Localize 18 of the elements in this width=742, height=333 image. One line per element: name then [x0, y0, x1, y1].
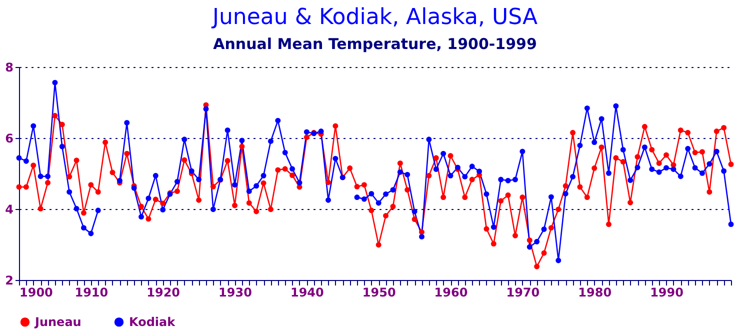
chart-subtitle: Annual Mean Temperature, 1900-1999 — [213, 35, 537, 53]
y-tick-label: 2 — [5, 274, 14, 288]
x-tick-label: 1950 — [362, 286, 396, 300]
y-tick-label: 4 — [5, 202, 14, 216]
x-tick-label: 1940 — [290, 286, 324, 300]
chart-title: Juneau & Kodiak, Alaska, USA — [210, 5, 538, 30]
legend-label: Kodiak — [129, 315, 176, 330]
y-tick-label: 8 — [5, 60, 14, 74]
x-tick-label: 1970 — [506, 286, 540, 300]
y-tick-label: 6 — [5, 132, 14, 146]
x-tick-label: 1910 — [74, 286, 108, 300]
x-tick-label: 1960 — [434, 286, 468, 300]
legend-label: Juneau — [34, 315, 82, 330]
x-tick-label: 1920 — [146, 286, 180, 300]
x-tick-label: 1990 — [650, 286, 684, 300]
x-tick-label: 1930 — [218, 286, 252, 300]
x-tick-label: 1900 — [20, 286, 53, 300]
x-tick-label: 1980 — [578, 286, 612, 300]
